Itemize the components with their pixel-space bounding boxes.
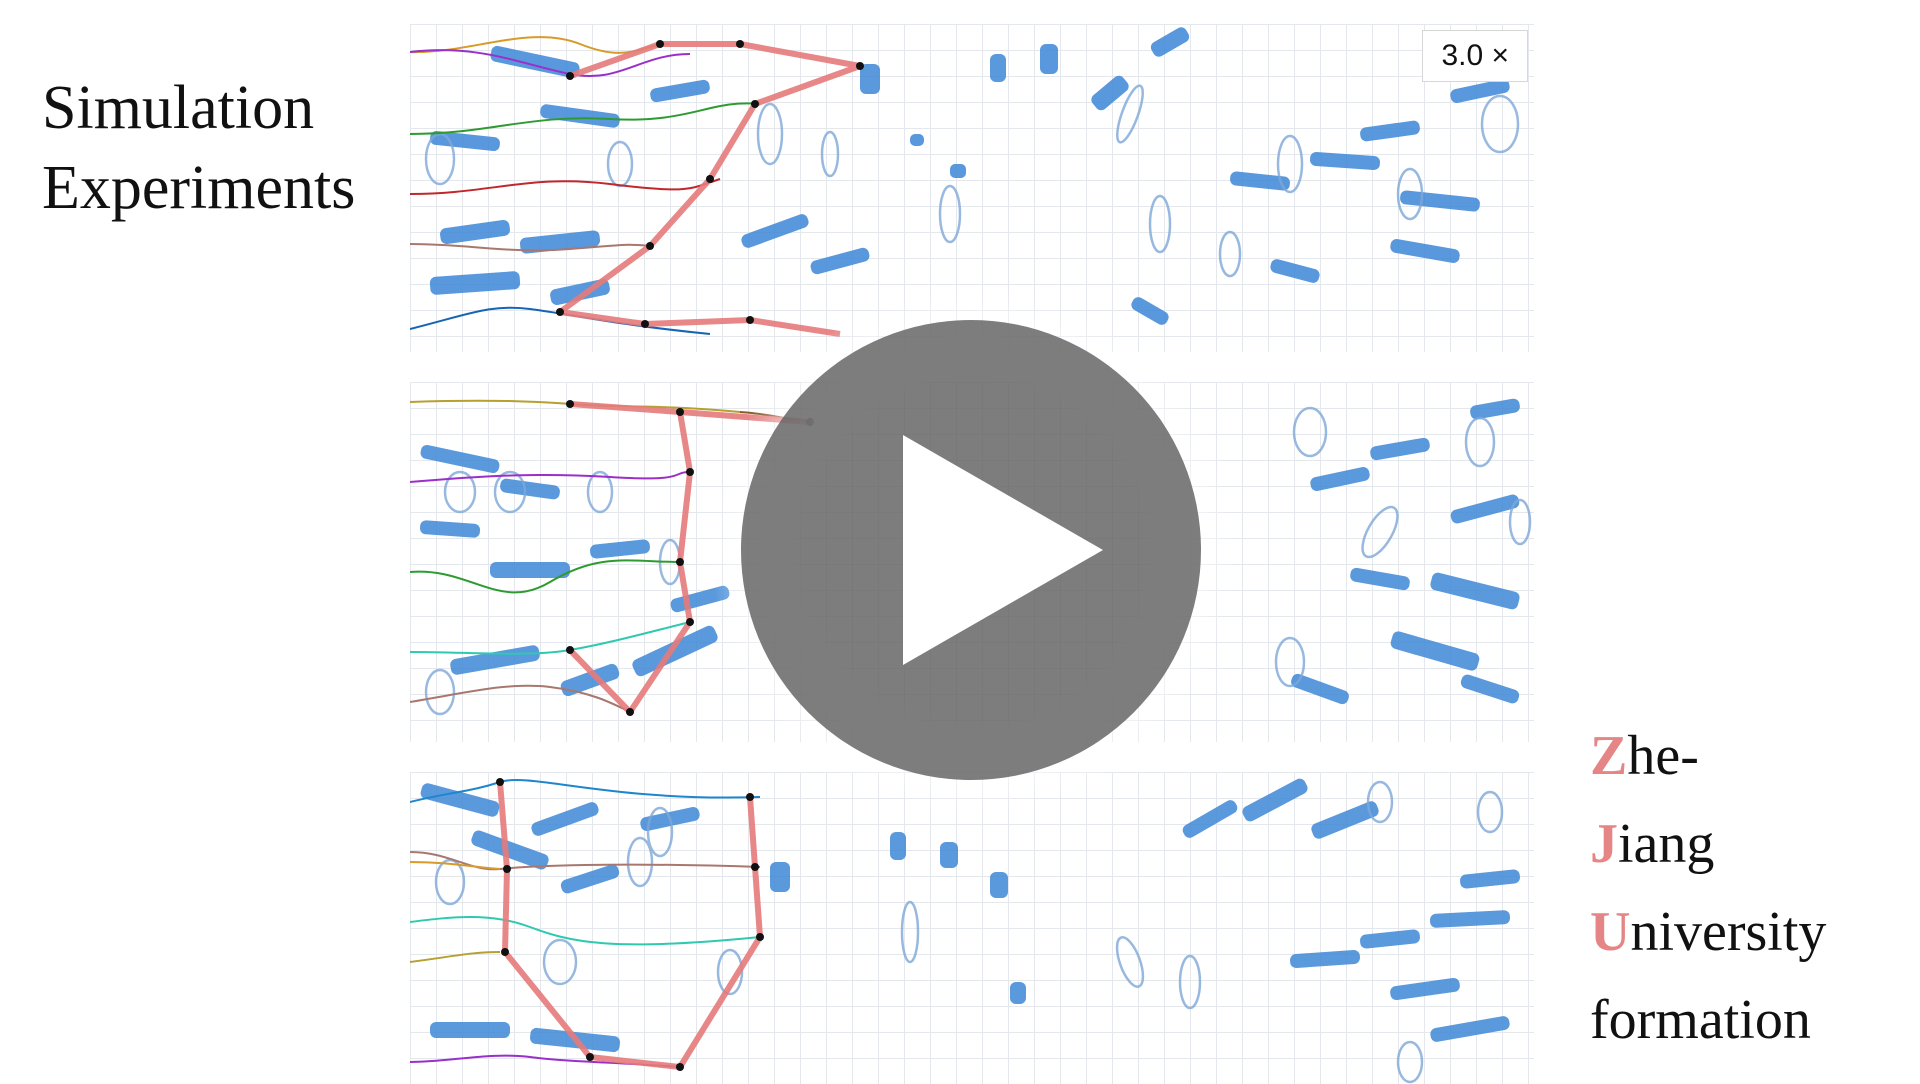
- brand-rest-3: niversity: [1630, 901, 1827, 963]
- simulation-scene-2: [410, 398, 1532, 716]
- brand-line-1: Zhe-: [1590, 712, 1826, 800]
- brand-rest-2: iang: [1618, 813, 1715, 875]
- brand-line-2: Jiang: [1590, 800, 1826, 888]
- brand-rest-4: formation: [1590, 989, 1811, 1051]
- play-overlay: [709, 291, 1239, 811]
- video-title-line-2: Experiments: [42, 154, 356, 222]
- video-title: Simulation Experiments: [42, 68, 355, 228]
- brand-line-4: formation: [1590, 976, 1826, 1064]
- brand-initial-2: J: [1590, 813, 1618, 875]
- simulation-panel-1: 3.0 ×: [410, 24, 1534, 352]
- brand-acronym: Zhe- Jiang University formation: [1590, 712, 1826, 1064]
- simulation-scene-1: [410, 27, 1520, 337]
- brand-line-3: University: [1590, 888, 1826, 976]
- simulation-scene-3: [410, 778, 1520, 1084]
- playback-speed-badge: 3.0 ×: [1422, 30, 1528, 82]
- brand-initial-1: Z: [1590, 725, 1628, 787]
- brand-rest-1: he-: [1627, 725, 1699, 787]
- video-title-line-1: Simulation: [42, 74, 315, 142]
- simulation-panel-3: [410, 772, 1534, 1084]
- play-icon: [903, 435, 1103, 665]
- play-button[interactable]: [741, 320, 1201, 780]
- brand-initial-3: U: [1590, 901, 1631, 963]
